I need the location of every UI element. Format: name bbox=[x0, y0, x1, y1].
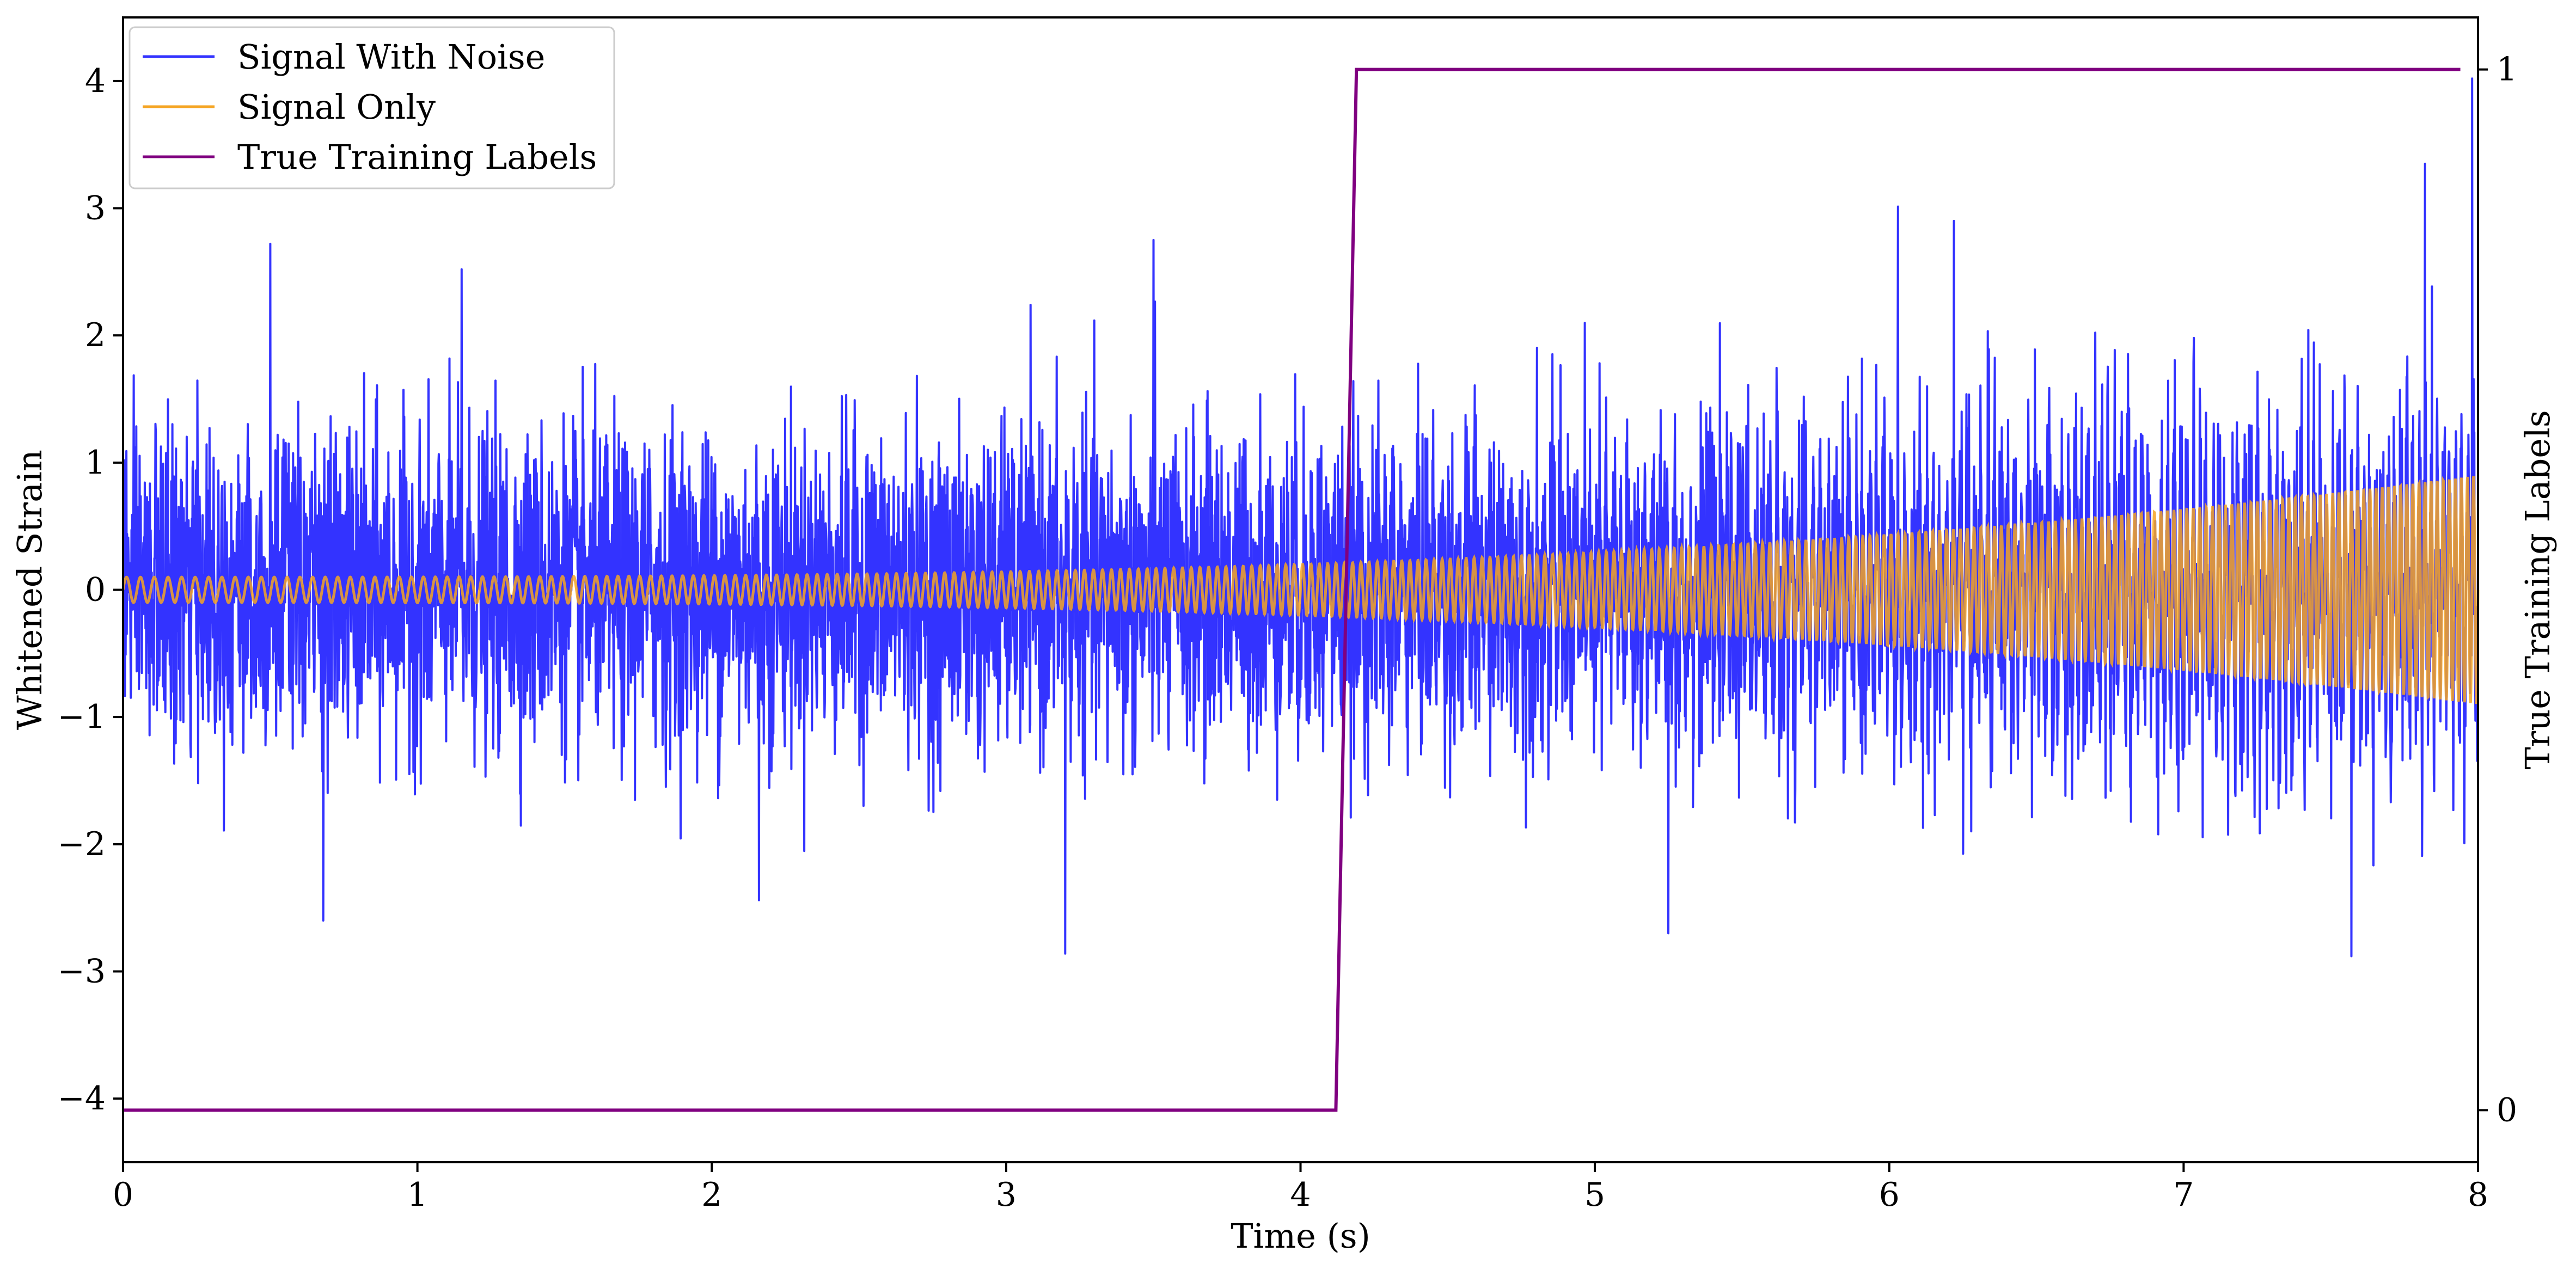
x-tick-label: 4 bbox=[1290, 1176, 1311, 1214]
y-tick-label: 0 bbox=[85, 571, 106, 609]
x-tick-label: 7 bbox=[2173, 1176, 2194, 1214]
legend-box bbox=[129, 26, 615, 189]
x-tick-label: 0 bbox=[113, 1176, 133, 1214]
y-tick-label: 1 bbox=[85, 444, 106, 482]
series-line-signal-only bbox=[121, 476, 2480, 704]
x-tick-label: 6 bbox=[1879, 1176, 1900, 1214]
y-tick-label: 2 bbox=[85, 316, 106, 354]
y-tick-label: 4 bbox=[85, 62, 106, 100]
y-right-tick-label: 0 bbox=[2497, 1091, 2517, 1129]
series-line-true-training-labels bbox=[123, 68, 2461, 1112]
y-axis-title-left: Whitened Strain bbox=[10, 450, 50, 730]
x-tick-label: 2 bbox=[701, 1176, 722, 1214]
y-axis-left: −4 −3 −2 −1 0 1 2 3 4 bbox=[58, 62, 123, 1118]
series-line-signal-with-noise bbox=[122, 77, 2479, 958]
series-true-training-labels bbox=[123, 68, 2461, 1112]
legend-label-signal-only: Signal Only bbox=[237, 87, 436, 127]
x-axis: 0 1 2 3 4 5 6 7 8 bbox=[113, 1162, 2488, 1214]
x-tick-label: 3 bbox=[996, 1176, 1017, 1214]
x-tick-label: 5 bbox=[1584, 1176, 1605, 1214]
series-signal-only bbox=[121, 476, 2480, 704]
y-right-tick-label: 1 bbox=[2497, 51, 2517, 89]
y-tick-label: −4 bbox=[58, 1079, 106, 1118]
series-signal-with-noise bbox=[122, 77, 2479, 958]
x-tick-label: 8 bbox=[2468, 1176, 2488, 1214]
y-tick-label: −3 bbox=[58, 953, 106, 991]
y-axis-title-right: True Training Labels bbox=[2518, 410, 2557, 769]
y-tick-label: 3 bbox=[85, 189, 106, 228]
x-tick-label: 1 bbox=[407, 1176, 428, 1214]
legend-label-signal-with-noise: Signal With Noise bbox=[237, 37, 545, 77]
plot-area bbox=[121, 68, 2480, 1112]
y-axis-right: 01 bbox=[2478, 51, 2517, 1129]
x-axis-title: Time (s) bbox=[1231, 1216, 1370, 1256]
legend: Signal With Noise Signal Only True Train… bbox=[129, 26, 615, 189]
legend-label-true-training-labels: True Training Labels bbox=[237, 137, 597, 177]
y-tick-label: −2 bbox=[58, 825, 106, 863]
y-tick-label: −1 bbox=[58, 698, 106, 736]
